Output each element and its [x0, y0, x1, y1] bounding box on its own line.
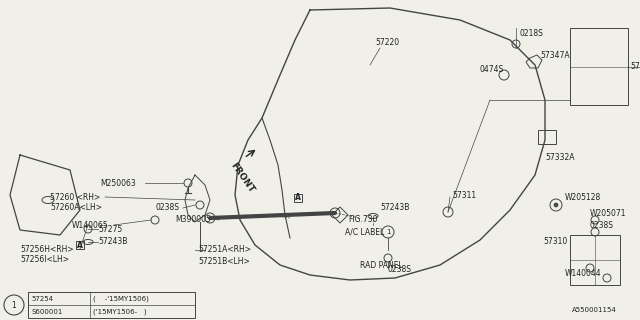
Text: A550001154: A550001154 — [572, 307, 617, 313]
Text: FIG.730: FIG.730 — [348, 215, 378, 225]
Text: 0238S: 0238S — [155, 204, 179, 212]
Text: 1: 1 — [386, 229, 390, 235]
Bar — [76, 241, 84, 249]
Text: 57260 <RH>: 57260 <RH> — [50, 193, 100, 202]
Text: 57251A<RH>: 57251A<RH> — [198, 245, 251, 254]
Text: 0238S: 0238S — [590, 221, 614, 230]
Text: 57347A: 57347A — [540, 51, 570, 60]
Text: W205128: W205128 — [565, 194, 601, 203]
Text: 57260A<LH>: 57260A<LH> — [50, 204, 102, 212]
Bar — [294, 194, 302, 202]
Text: 1: 1 — [12, 300, 17, 309]
Text: A: A — [77, 241, 83, 250]
Bar — [28, 292, 195, 318]
Text: 57332A: 57332A — [545, 154, 575, 163]
Text: 57311: 57311 — [452, 190, 476, 199]
Text: 0474S: 0474S — [480, 66, 504, 75]
Bar — [538, 130, 556, 144]
Text: W140044: W140044 — [565, 268, 602, 277]
Text: 57310: 57310 — [543, 237, 567, 246]
Text: 0238S: 0238S — [388, 266, 412, 275]
Text: M390005: M390005 — [175, 215, 211, 225]
Text: (    -'15MY1506): ( -'15MY1506) — [93, 296, 149, 302]
Text: 57256I<LH>: 57256I<LH> — [20, 255, 69, 265]
Text: A/C LABEL: A/C LABEL — [345, 228, 384, 236]
Text: M250063: M250063 — [100, 179, 136, 188]
Text: 57254: 57254 — [31, 296, 53, 302]
Text: RAD PANEL: RAD PANEL — [360, 260, 403, 269]
Text: 57220: 57220 — [375, 38, 399, 47]
Text: W205071: W205071 — [590, 209, 627, 218]
Bar — [570, 28, 628, 105]
Text: 0218S: 0218S — [520, 28, 544, 37]
Text: 57256H<RH>: 57256H<RH> — [20, 245, 74, 254]
Text: FRONT: FRONT — [228, 161, 255, 195]
Text: W140065: W140065 — [72, 220, 109, 229]
Text: 57243B: 57243B — [98, 237, 127, 246]
Text: 57330: 57330 — [630, 62, 640, 71]
Text: ('15MY1506-   ): ('15MY1506- ) — [93, 309, 147, 315]
Bar — [570, 235, 620, 285]
Text: S600001: S600001 — [31, 309, 62, 315]
Circle shape — [554, 203, 558, 207]
Text: 57243B: 57243B — [380, 204, 410, 212]
Text: 57275: 57275 — [98, 225, 122, 234]
Text: 57251B<LH>: 57251B<LH> — [198, 258, 250, 267]
Text: A: A — [295, 194, 301, 203]
